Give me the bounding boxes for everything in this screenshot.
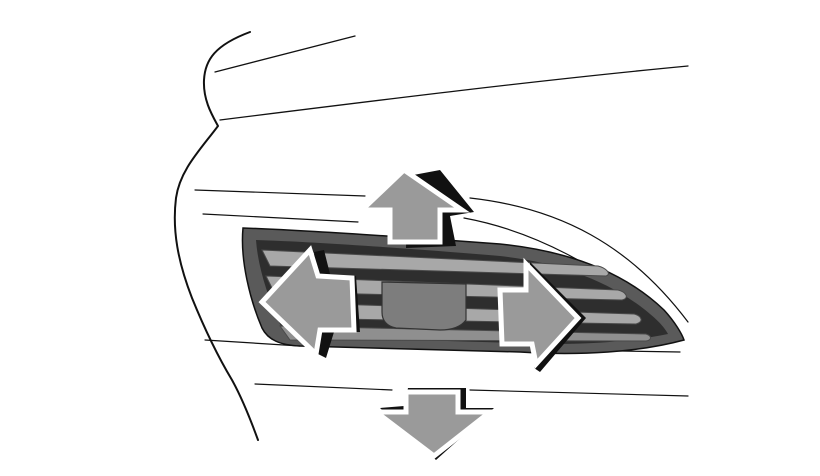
arrow-up-icon bbox=[355, 166, 474, 248]
arrow-right-icon bbox=[497, 257, 586, 372]
arrow-left-icon bbox=[258, 245, 360, 360]
dashboard-outline bbox=[173, 31, 689, 441]
arrow-down-icon bbox=[368, 388, 498, 460]
vent-adjustment-knob[interactable] bbox=[381, 281, 467, 331]
